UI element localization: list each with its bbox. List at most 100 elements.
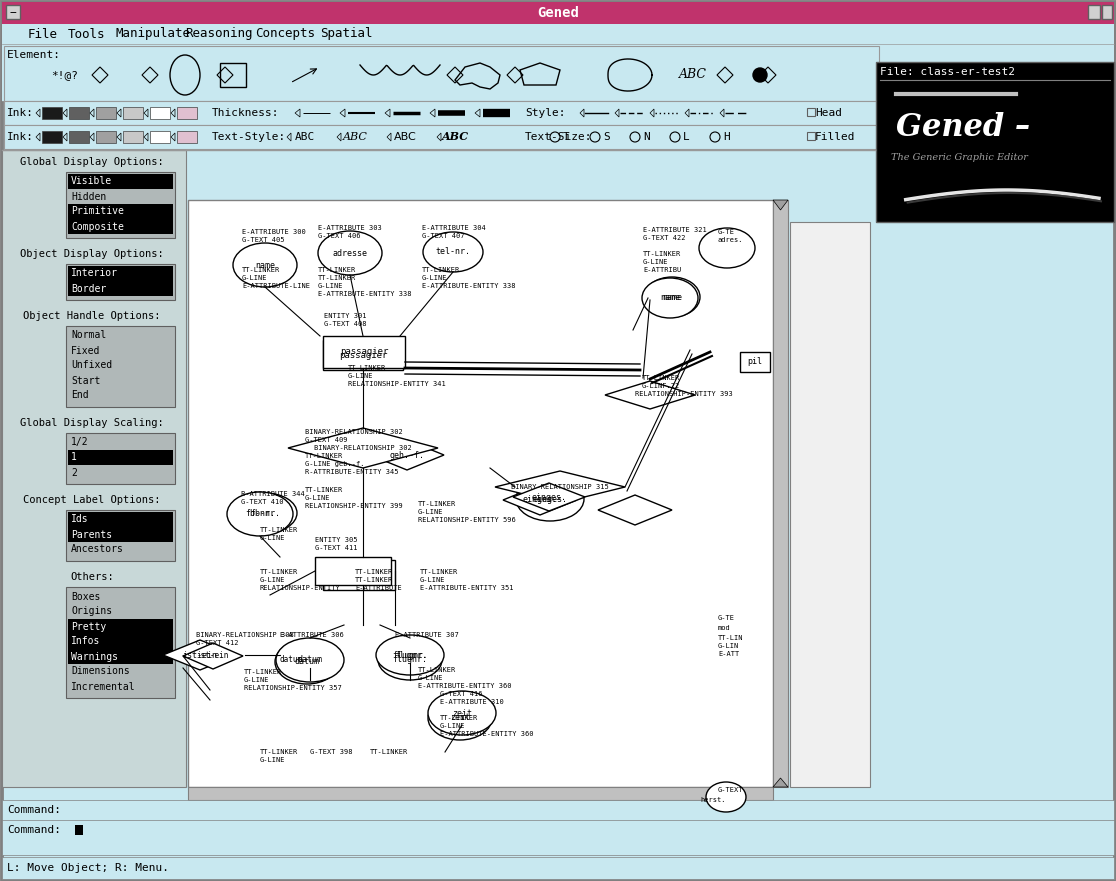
Bar: [68, 174, 173, 189]
Ellipse shape: [642, 278, 698, 318]
Text: Element:: Element:: [7, 50, 61, 60]
Bar: [6, 5, 20, 19]
Bar: [42, 107, 62, 119]
Text: TT-LINKER: TT-LINKER: [643, 251, 681, 257]
Ellipse shape: [429, 696, 492, 740]
Bar: [66, 433, 175, 484]
Bar: [123, 107, 143, 119]
Bar: [68, 266, 173, 281]
Text: TT-LIN: TT-LIN: [718, 635, 743, 641]
Text: B-ATTRIBUTE 344: B-ATTRIBUTE 344: [241, 491, 305, 497]
Text: RELATIONSHIP-ENTITY 341: RELATIONSHIP-ENTITY 341: [348, 381, 445, 387]
Circle shape: [753, 68, 767, 82]
Text: Text-Size:: Text-Size:: [525, 132, 593, 142]
Text: RELATIONSHIP-ENTITY 357: RELATIONSHIP-ENTITY 357: [244, 685, 341, 691]
Text: Text-Style:: Text-Style:: [212, 132, 286, 142]
Bar: [68, 465, 173, 480]
Text: Warnings: Warnings: [71, 652, 118, 662]
Text: E-ATTRIBUTE 306: E-ATTRIBUTE 306: [280, 632, 344, 638]
Bar: [2, 2, 1114, 24]
Bar: [96, 131, 116, 143]
Bar: [68, 679, 173, 694]
Text: einges.: einges.: [522, 495, 558, 505]
Bar: [75, 825, 83, 835]
Text: G-LINE: G-LINE: [318, 283, 344, 289]
Bar: [68, 634, 173, 649]
Text: H: H: [723, 132, 730, 142]
Bar: [315, 557, 391, 585]
Bar: [42, 131, 62, 143]
Text: 2: 2: [71, 468, 77, 478]
Text: E-ATT: E-ATT: [718, 651, 739, 657]
Text: RELATIONSHIP-ENTITY 596: RELATIONSHIP-ENTITY 596: [418, 517, 516, 523]
Text: G-LINE: G-LINE: [305, 495, 330, 501]
Text: G-TEXT 405: G-TEXT 405: [242, 237, 285, 243]
Text: E-ATTRIBUTE-ENTITY 360: E-ATTRIBUTE-ENTITY 360: [418, 683, 511, 689]
Text: Origins: Origins: [71, 606, 112, 617]
Text: Start: Start: [71, 375, 100, 386]
Bar: [150, 107, 170, 119]
Text: G-LINE: G-LINE: [260, 577, 286, 583]
Bar: [807, 108, 815, 116]
Text: TT-LINKER: TT-LINKER: [418, 501, 456, 507]
Ellipse shape: [378, 640, 442, 680]
Text: G-LINE: G-LINE: [242, 275, 268, 281]
Text: ABC: ABC: [679, 69, 708, 82]
Bar: [323, 340, 403, 370]
Text: name: name: [660, 293, 680, 302]
Text: passagier: passagier: [339, 347, 388, 357]
Text: G-TEXT 398: G-TEXT 398: [310, 749, 353, 755]
Text: TT-LINKER: TT-LINKER: [260, 527, 298, 533]
Text: RELATIONSHIP-ENTITY: RELATIONSHIP-ENTITY: [260, 585, 340, 591]
Bar: [68, 388, 173, 403]
Text: G-TEXT 409: G-TEXT 409: [305, 437, 347, 443]
Text: herst.: herst.: [700, 797, 725, 803]
Text: Others:: Others:: [70, 572, 114, 582]
Ellipse shape: [644, 277, 700, 317]
Text: einges.: einges.: [532, 494, 568, 504]
Text: E-ATTRIBUTE 310: E-ATTRIBUTE 310: [440, 699, 503, 705]
Bar: [66, 326, 175, 407]
Polygon shape: [503, 485, 577, 515]
Text: TT-LINKER: TT-LINKER: [348, 365, 386, 371]
Polygon shape: [163, 640, 237, 670]
Text: G-LINE: G-LINE: [440, 723, 465, 729]
Polygon shape: [496, 471, 625, 503]
Text: Concept Label Options:: Concept Label Options:: [23, 495, 161, 505]
Text: 1: 1: [71, 453, 77, 463]
Text: G-LINE geb.-f.: G-LINE geb.-f.: [305, 461, 365, 467]
Text: Global Display Options:: Global Display Options:: [20, 157, 164, 167]
Bar: [2, 800, 1114, 855]
Bar: [68, 373, 173, 388]
Text: Incremental: Incremental: [71, 682, 136, 692]
Bar: [323, 560, 395, 590]
Text: TT-LINKER: TT-LINKER: [422, 267, 460, 273]
Text: *!@?: *!@?: [51, 70, 78, 80]
Text: E-ATTRIBU: E-ATTRIBU: [643, 267, 681, 273]
Ellipse shape: [423, 232, 483, 272]
Text: G-TEXT 416: G-TEXT 416: [440, 691, 482, 697]
Text: Hidden: Hidden: [71, 191, 106, 202]
Ellipse shape: [318, 231, 382, 275]
Text: L: Move Object; R: Menu.: L: Move Object; R: Menu.: [7, 863, 169, 873]
Polygon shape: [773, 200, 788, 210]
Text: TT-LINKER: TT-LINKER: [260, 749, 298, 755]
Text: G-TEXT 411: G-TEXT 411: [315, 545, 357, 551]
Text: G-LINE: G-LINE: [348, 373, 374, 379]
Text: L: L: [683, 132, 690, 142]
Text: TT-LINKER: TT-LINKER: [355, 569, 393, 575]
Text: E-ATTRIBUTE-ENTITY 360: E-ATTRIBUTE-ENTITY 360: [440, 731, 533, 737]
Text: G-LINE: G-LINE: [260, 535, 286, 541]
Text: E-ATTRIBUTE: E-ATTRIBUTE: [355, 585, 402, 591]
Text: adresse: adresse: [333, 248, 367, 257]
Polygon shape: [371, 440, 444, 470]
Bar: [68, 619, 173, 634]
Bar: [68, 189, 173, 204]
Bar: [68, 664, 173, 679]
Bar: [2, 150, 186, 787]
Text: ABC: ABC: [442, 131, 469, 143]
Text: E-ATTRIBUTE-ENTITY 351: E-ATTRIBUTE-ENTITY 351: [420, 585, 513, 591]
Text: name: name: [254, 261, 275, 270]
Text: tel-nr.: tel-nr.: [435, 248, 471, 256]
Text: BINARY-RELATIONSHIP 302: BINARY-RELATIONSHIP 302: [305, 429, 403, 435]
